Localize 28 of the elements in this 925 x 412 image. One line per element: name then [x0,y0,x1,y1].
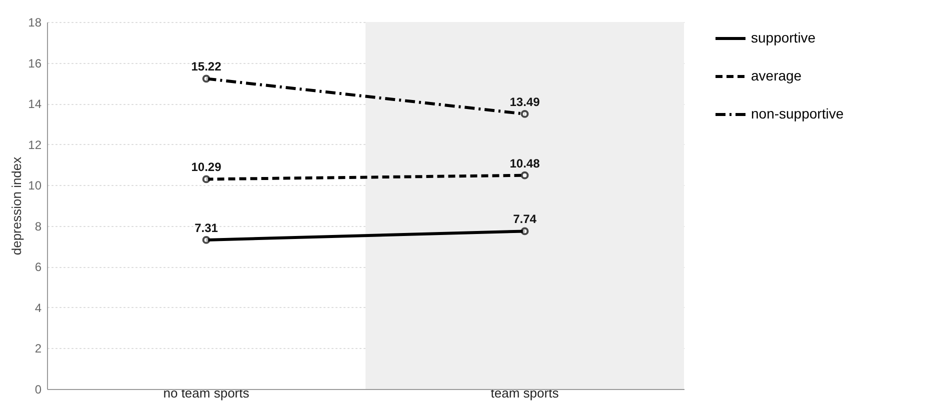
y-tick-label: 10 [28,178,42,193]
data-label: 13.49 [510,94,540,109]
y-tick-label: 0 [34,382,42,396]
point [520,171,529,180]
data-label: 10.48 [510,156,540,170]
data-label: 7.74 [513,212,537,226]
y-tick-label: 18 [28,16,42,30]
x-tick-label: team sports [490,386,560,400]
point [202,175,210,184]
x-tick-label: no team sports [163,386,250,400]
y-tick-label: 2 [34,342,42,356]
data-label: 10.29 [191,160,222,174]
y-tick-label: 16 [28,56,42,70]
data-label: 15.22 [191,60,222,74]
point [520,110,529,118]
y-tick-label: 8 [34,219,42,234]
point [520,227,529,236]
data-label: 7.31 [194,220,218,235]
legend-label: average [751,68,802,84]
y-tick-label: 6 [34,260,42,274]
y-tick-label: 4 [34,300,42,315]
legend-label: supportive [751,30,816,46]
point [202,236,210,244]
y-tick-label: 14 [28,97,42,112]
y-tick-label: 12 [28,138,42,152]
point [202,74,210,83]
legend-label: non-supportive [751,106,844,122]
y-axis-title: depression index [9,156,24,256]
